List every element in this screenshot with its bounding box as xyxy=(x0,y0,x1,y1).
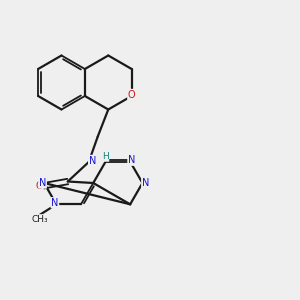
Text: N: N xyxy=(128,155,135,165)
Text: O: O xyxy=(128,89,136,100)
Text: CH₃: CH₃ xyxy=(32,215,48,224)
Text: H: H xyxy=(102,152,109,161)
Text: N: N xyxy=(142,178,149,188)
Text: O: O xyxy=(35,181,43,191)
Text: N: N xyxy=(39,178,46,188)
Text: N: N xyxy=(51,198,58,208)
Text: N: N xyxy=(89,155,96,166)
